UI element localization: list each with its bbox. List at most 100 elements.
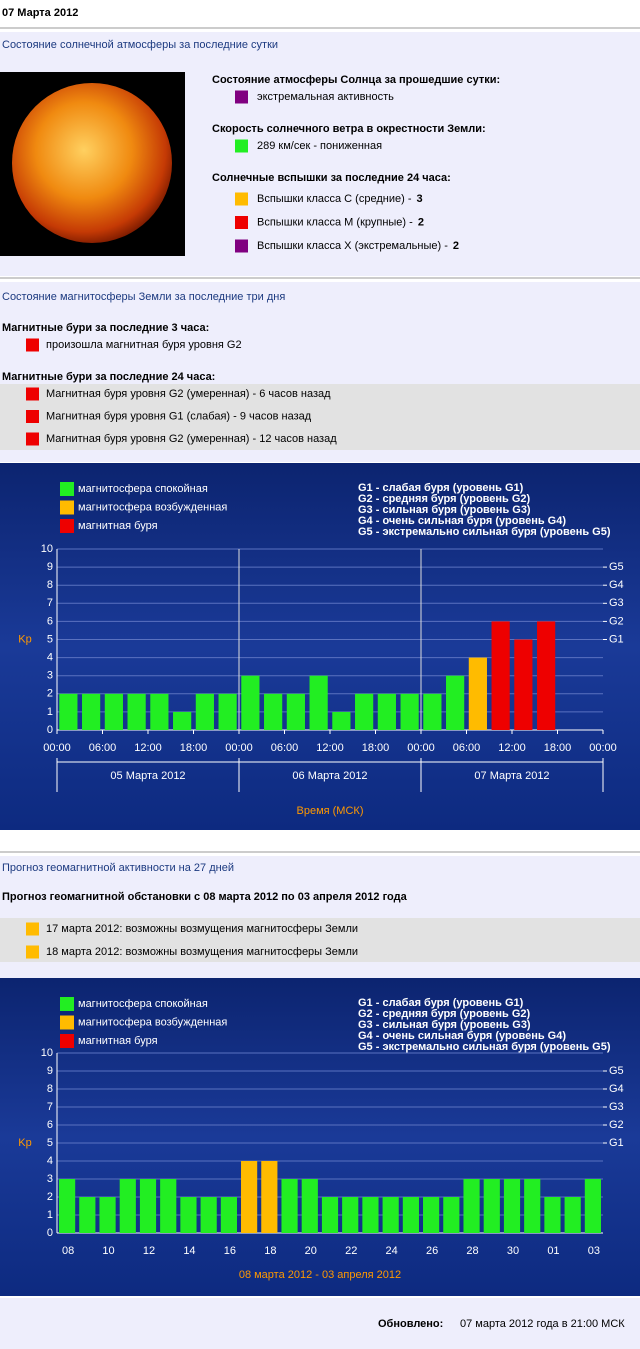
x-tick-label: 14 [183, 1245, 195, 1257]
entry-text: 17 марта 2012: возможны возмущения магни… [46, 923, 358, 935]
x-tick-label: 12:00 [316, 742, 344, 754]
x-tick-label: 06:00 [453, 742, 481, 754]
x-tick-label: 12 [143, 1245, 155, 1257]
y2-tick-label: G3 [609, 1101, 624, 1113]
swatch [26, 338, 39, 352]
swatch [235, 216, 248, 229]
flare-count: 2 [418, 216, 424, 228]
x-tick-label: 18:00 [544, 742, 572, 754]
legend-note: G1 - слабая буря (уровень G1) [358, 997, 524, 1009]
x-tick-label: 24 [386, 1245, 398, 1257]
x-tick-label: 00:00 [43, 742, 71, 754]
bar [218, 693, 237, 730]
bar [160, 1179, 177, 1233]
legend-label: магнитосфера возбужденная [78, 1016, 227, 1028]
y-tick-label: 1 [47, 1209, 53, 1221]
x-tick-label: 16 [224, 1245, 236, 1257]
bar [173, 711, 192, 730]
legend-note: G2 - средняя буря (уровень G2) [358, 493, 531, 505]
swatch [26, 922, 39, 936]
legend-swatch [60, 1034, 74, 1048]
bar [537, 621, 556, 730]
y-tick-label: 2 [47, 1191, 53, 1203]
bar [241, 675, 260, 730]
y-tick-label: 0 [47, 724, 53, 736]
bar [443, 1197, 460, 1233]
entry-text: 289 км/сек - пониженная [257, 140, 382, 152]
x-tick-label: 08 [62, 1245, 74, 1257]
entry-text: Магнитная буря уровня G1 (слабая) - 9 ча… [46, 410, 312, 422]
y2-tick-label: G2 [609, 615, 624, 627]
legend-note: G3 - сильная буря (уровень G3) [358, 504, 531, 516]
x-tick-label: 01 [547, 1245, 559, 1257]
bar [503, 1179, 521, 1233]
bar [423, 693, 442, 730]
y-tick-label: 5 [47, 633, 53, 645]
legend-note: G5 - экстремально сильная буря (уровень … [358, 1041, 611, 1053]
y-tick-label: 9 [47, 1065, 53, 1077]
y2-tick-label: G5 [609, 561, 624, 573]
swatch [26, 387, 39, 401]
y-tick-label: 6 [47, 1119, 53, 1131]
x-tick-label: 00:00 [589, 742, 617, 754]
bar [483, 1179, 500, 1233]
y2-tick-label: G1 [609, 633, 624, 645]
x-tick-label: 00:00 [225, 742, 253, 754]
y-tick-label: 2 [47, 688, 53, 700]
y-tick-label: 10 [41, 543, 53, 555]
day-label: 06 Марта 2012 [292, 770, 367, 782]
flare-count: 3 [416, 193, 422, 205]
bar [150, 693, 169, 730]
bar [195, 693, 214, 730]
y-tick-label: 1 [47, 706, 53, 718]
swatch [26, 410, 39, 423]
bar [59, 693, 78, 730]
footer-label: Обновлено: [378, 1318, 443, 1330]
bar [321, 1197, 339, 1233]
bar [79, 1197, 96, 1233]
swatch [235, 239, 248, 253]
bar [281, 1179, 298, 1233]
legend-note: G3 - сильная буря (уровень G3) [358, 1019, 531, 1031]
y-tick-label: 3 [47, 1173, 53, 1185]
y-tick-label: 10 [41, 1047, 53, 1059]
entry-text: Вспышки класса М (крупные) - [257, 216, 413, 228]
bar [362, 1197, 379, 1233]
bar [355, 693, 374, 730]
entry-text: Магнитная буря уровня G2 (умеренная) - 1… [46, 433, 337, 445]
x-tick-label: 00:00 [407, 742, 435, 754]
bar [180, 1197, 197, 1233]
y-tick-label: 0 [47, 1227, 53, 1239]
chart-bg [0, 463, 640, 830]
bar [423, 1197, 440, 1233]
y-tick-label: 9 [47, 561, 53, 573]
bar [59, 1179, 76, 1233]
group-heading: Магнитные бури за последние 24 часа: [2, 371, 215, 383]
y2-tick-label: G4 [609, 1083, 624, 1095]
entry-text: Вспышки класса С (средние) - [257, 193, 412, 205]
x-tick-label: 20 [305, 1245, 317, 1257]
x-tick-label: 22 [345, 1245, 357, 1257]
x-tick-label: 12:00 [498, 742, 526, 754]
legend-label: магнитосфера возбужденная [78, 501, 227, 513]
bar [104, 693, 123, 730]
bar [446, 675, 465, 730]
y-tick-label: 3 [47, 670, 53, 682]
page-date: 07 Марта 2012 [2, 7, 78, 19]
swatch [235, 90, 248, 104]
y-tick-label: 6 [47, 615, 53, 627]
legend-swatch [60, 519, 74, 533]
group-heading: Состояние атмосферы Солнца за прошедшие … [212, 74, 500, 86]
bar [382, 1197, 399, 1233]
bar [82, 693, 101, 730]
bar [468, 657, 487, 730]
legend-label: магнитная буря [78, 1035, 158, 1047]
bar [264, 693, 283, 730]
bar [524, 1179, 541, 1233]
x-tick-label: 10 [102, 1245, 114, 1257]
bar [127, 693, 146, 730]
y-tick-label: 7 [47, 597, 53, 609]
flare-count: 2 [453, 240, 459, 252]
